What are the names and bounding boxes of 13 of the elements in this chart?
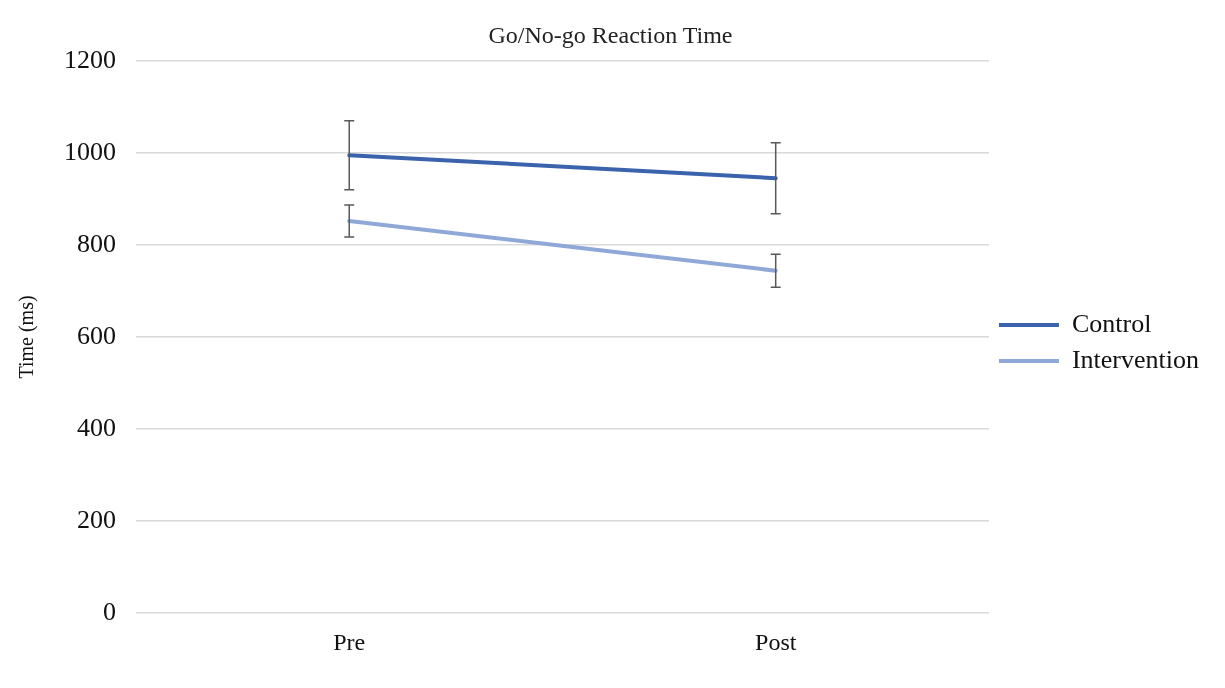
y-tick-label: 800 <box>77 228 116 258</box>
x-tick-label: Pre <box>333 628 366 655</box>
y-tick-label: 400 <box>77 412 116 442</box>
chart-title: Go/No-go Reaction Time <box>488 21 733 48</box>
y-tick-label: 200 <box>77 504 116 534</box>
y-tick-label: 0 <box>103 597 116 627</box>
y-axis-title: Time (ms) <box>15 295 39 379</box>
legend-label: Intervention <box>1071 344 1200 374</box>
x-tick-label: Post <box>755 628 797 655</box>
y-tick-label: 1000 <box>64 136 116 166</box>
y-tick-label: 1200 <box>64 44 116 74</box>
y-tick-label: 600 <box>77 320 116 350</box>
legend-label: Control <box>1071 308 1152 338</box>
